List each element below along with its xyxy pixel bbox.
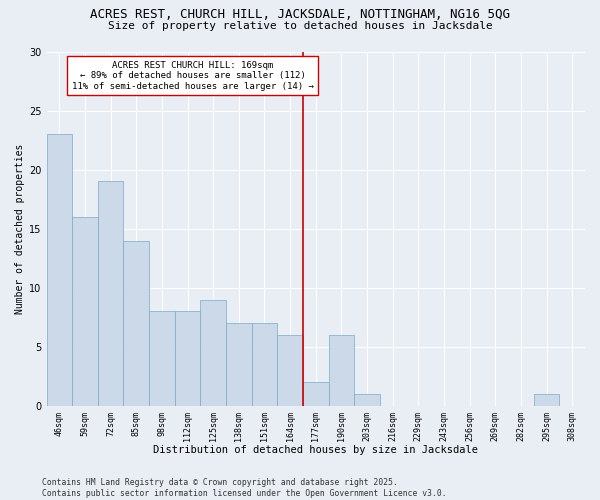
Text: Size of property relative to detached houses in Jacksdale: Size of property relative to detached ho… [107, 21, 493, 31]
Text: Contains HM Land Registry data © Crown copyright and database right 2025.
Contai: Contains HM Land Registry data © Crown c… [42, 478, 446, 498]
X-axis label: Distribution of detached houses by size in Jacksdale: Distribution of detached houses by size … [153, 445, 478, 455]
Text: ACRES REST CHURCH HILL: 169sqm
← 89% of detached houses are smaller (112)
11% of: ACRES REST CHURCH HILL: 169sqm ← 89% of … [72, 61, 314, 91]
Y-axis label: Number of detached properties: Number of detached properties [15, 144, 25, 314]
Bar [149, 312, 175, 406]
Bar [98, 182, 124, 406]
Bar [354, 394, 380, 406]
Text: ACRES REST, CHURCH HILL, JACKSDALE, NOTTINGHAM, NG16 5QG: ACRES REST, CHURCH HILL, JACKSDALE, NOTT… [90, 8, 510, 20]
Bar [175, 312, 200, 406]
Bar [329, 335, 354, 406]
Bar [251, 324, 277, 406]
Bar [277, 335, 303, 406]
Bar [124, 240, 149, 406]
Bar [47, 134, 72, 406]
Bar [226, 324, 251, 406]
Bar [72, 217, 98, 406]
Bar [303, 382, 329, 406]
Bar [200, 300, 226, 406]
Bar [534, 394, 559, 406]
